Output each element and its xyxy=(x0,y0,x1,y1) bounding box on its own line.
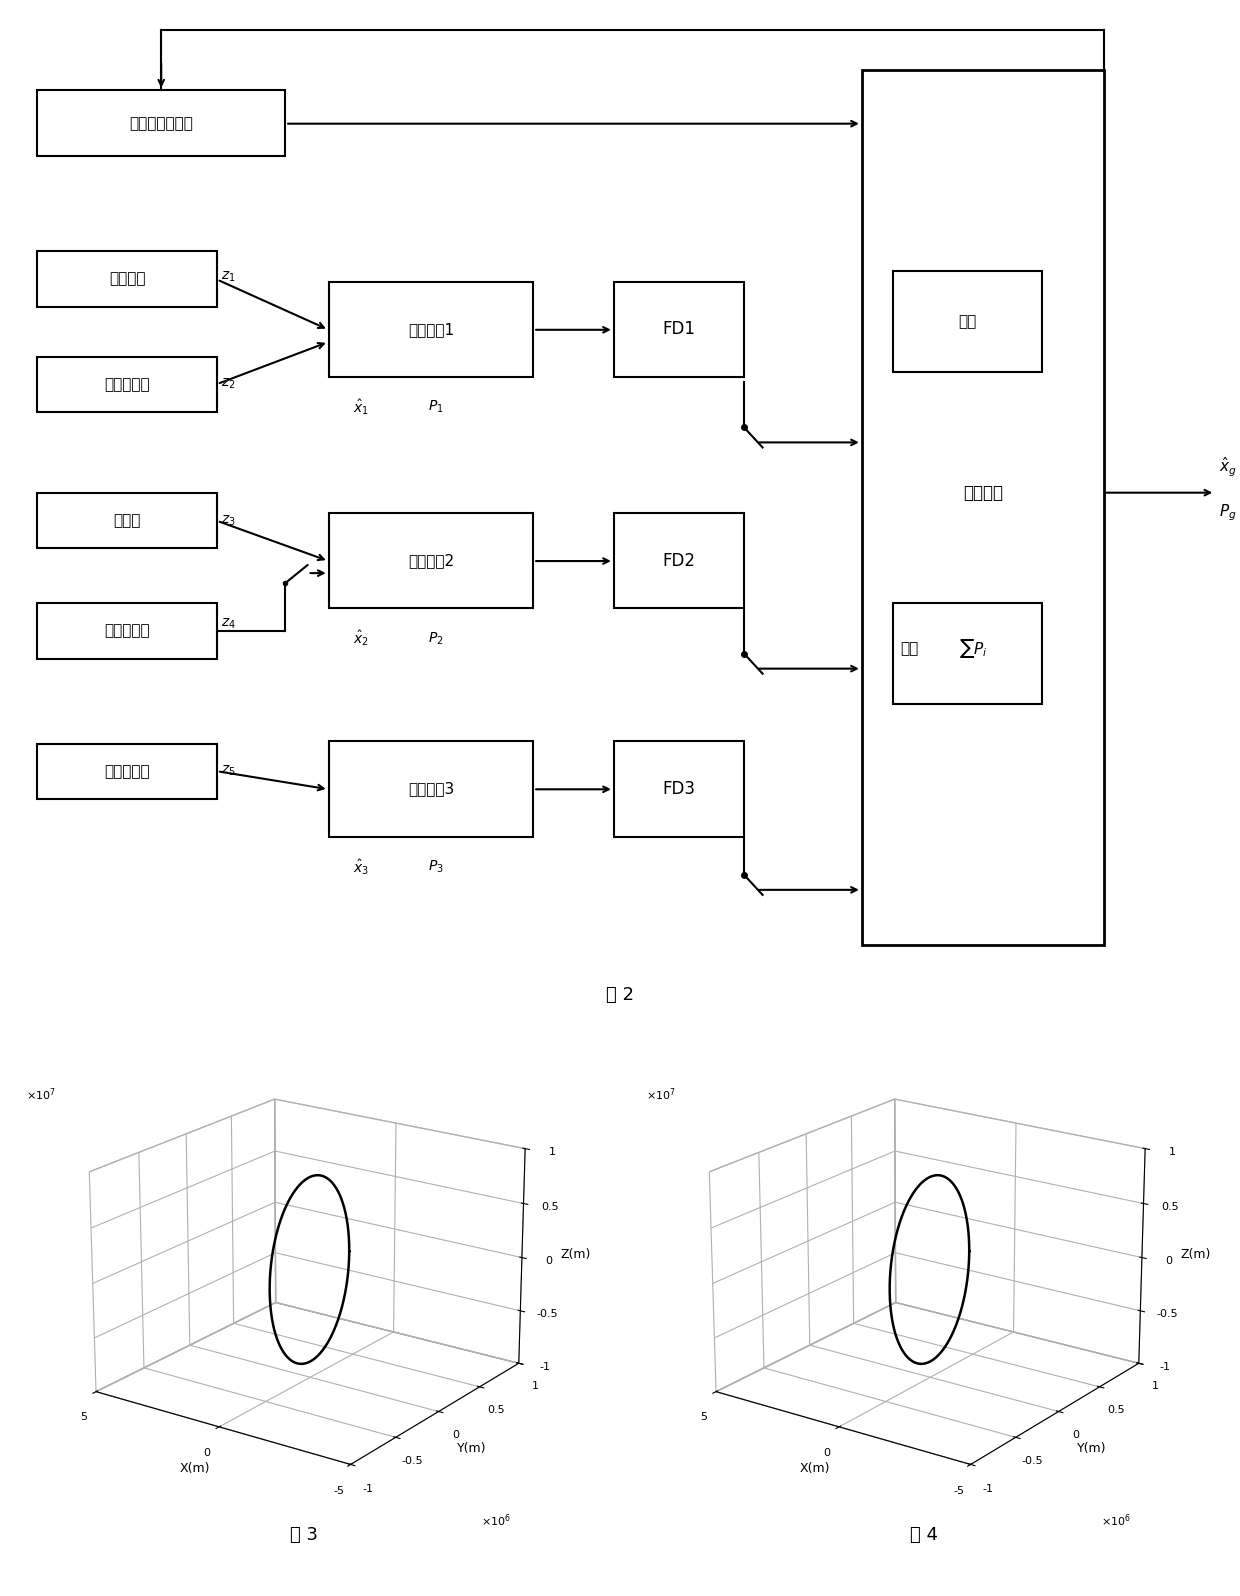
FancyBboxPatch shape xyxy=(893,603,1042,704)
Text: $z_3$: $z_3$ xyxy=(221,514,236,528)
FancyBboxPatch shape xyxy=(893,271,1042,372)
FancyBboxPatch shape xyxy=(37,358,217,412)
Text: 子滤波器1: 子滤波器1 xyxy=(408,322,454,337)
Text: $P_2$: $P_2$ xyxy=(428,630,444,646)
Text: $P_3$: $P_3$ xyxy=(428,859,444,875)
Text: 雷达高度计: 雷达高度计 xyxy=(104,624,150,638)
Text: $z_1$: $z_1$ xyxy=(221,270,236,284)
Text: $z_5$: $z_5$ xyxy=(221,764,236,779)
FancyBboxPatch shape xyxy=(329,512,533,608)
Y-axis label: Y(m): Y(m) xyxy=(458,1441,487,1456)
Text: $\times 10^7$: $\times 10^7$ xyxy=(646,1087,676,1103)
FancyBboxPatch shape xyxy=(37,603,217,659)
FancyBboxPatch shape xyxy=(37,744,217,800)
Text: FD3: FD3 xyxy=(662,780,696,798)
Text: FD2: FD2 xyxy=(662,552,696,570)
FancyBboxPatch shape xyxy=(37,91,285,156)
Text: 星敏感器: 星敏感器 xyxy=(109,271,145,287)
Text: 子滤波器3: 子滤波器3 xyxy=(408,782,454,796)
FancyBboxPatch shape xyxy=(614,512,744,608)
Text: 磁强计: 磁强计 xyxy=(113,512,141,528)
Text: $\hat{x}_3$: $\hat{x}_3$ xyxy=(353,857,370,876)
Text: FD1: FD1 xyxy=(662,321,696,338)
Text: $\hat{x}_2$: $\hat{x}_2$ xyxy=(353,629,370,648)
Text: 轨道动力学方程: 轨道动力学方程 xyxy=(129,115,193,131)
FancyBboxPatch shape xyxy=(614,741,744,836)
Text: 紫外敏感器: 紫外敏感器 xyxy=(104,764,150,779)
Text: 子滤波器2: 子滤波器2 xyxy=(408,554,454,568)
Text: $P_g$: $P_g$ xyxy=(1219,503,1236,523)
Text: $\hat{x}_1$: $\hat{x}_1$ xyxy=(353,397,370,417)
Text: $\times 10^6$: $\times 10^6$ xyxy=(1101,1513,1131,1529)
Text: 图 3: 图 3 xyxy=(290,1526,317,1545)
Text: 传播: 传播 xyxy=(959,314,976,329)
Text: $\sum P_i$: $\sum P_i$ xyxy=(959,637,988,661)
Text: $\times 10^6$: $\times 10^6$ xyxy=(481,1513,511,1529)
Text: 图 2: 图 2 xyxy=(606,986,634,1004)
Y-axis label: Y(m): Y(m) xyxy=(1078,1441,1107,1456)
Text: 融合: 融合 xyxy=(900,642,919,656)
FancyBboxPatch shape xyxy=(614,281,744,377)
FancyBboxPatch shape xyxy=(329,281,533,377)
FancyBboxPatch shape xyxy=(862,70,1104,945)
Text: 红外地平仪: 红外地平仪 xyxy=(104,377,150,393)
FancyBboxPatch shape xyxy=(37,493,217,547)
X-axis label: X(m): X(m) xyxy=(180,1462,210,1475)
FancyBboxPatch shape xyxy=(329,741,533,836)
Text: $z_2$: $z_2$ xyxy=(221,377,236,391)
Text: $z_4$: $z_4$ xyxy=(221,616,236,630)
Text: $\hat{x}_g$: $\hat{x}_g$ xyxy=(1219,456,1236,479)
FancyBboxPatch shape xyxy=(37,251,217,306)
Text: 图 4: 图 4 xyxy=(910,1526,937,1545)
X-axis label: X(m): X(m) xyxy=(800,1462,830,1475)
Text: $P_1$: $P_1$ xyxy=(428,399,444,415)
Text: $\times 10^7$: $\times 10^7$ xyxy=(26,1087,56,1103)
Text: 主滤波器: 主滤波器 xyxy=(962,484,1003,501)
